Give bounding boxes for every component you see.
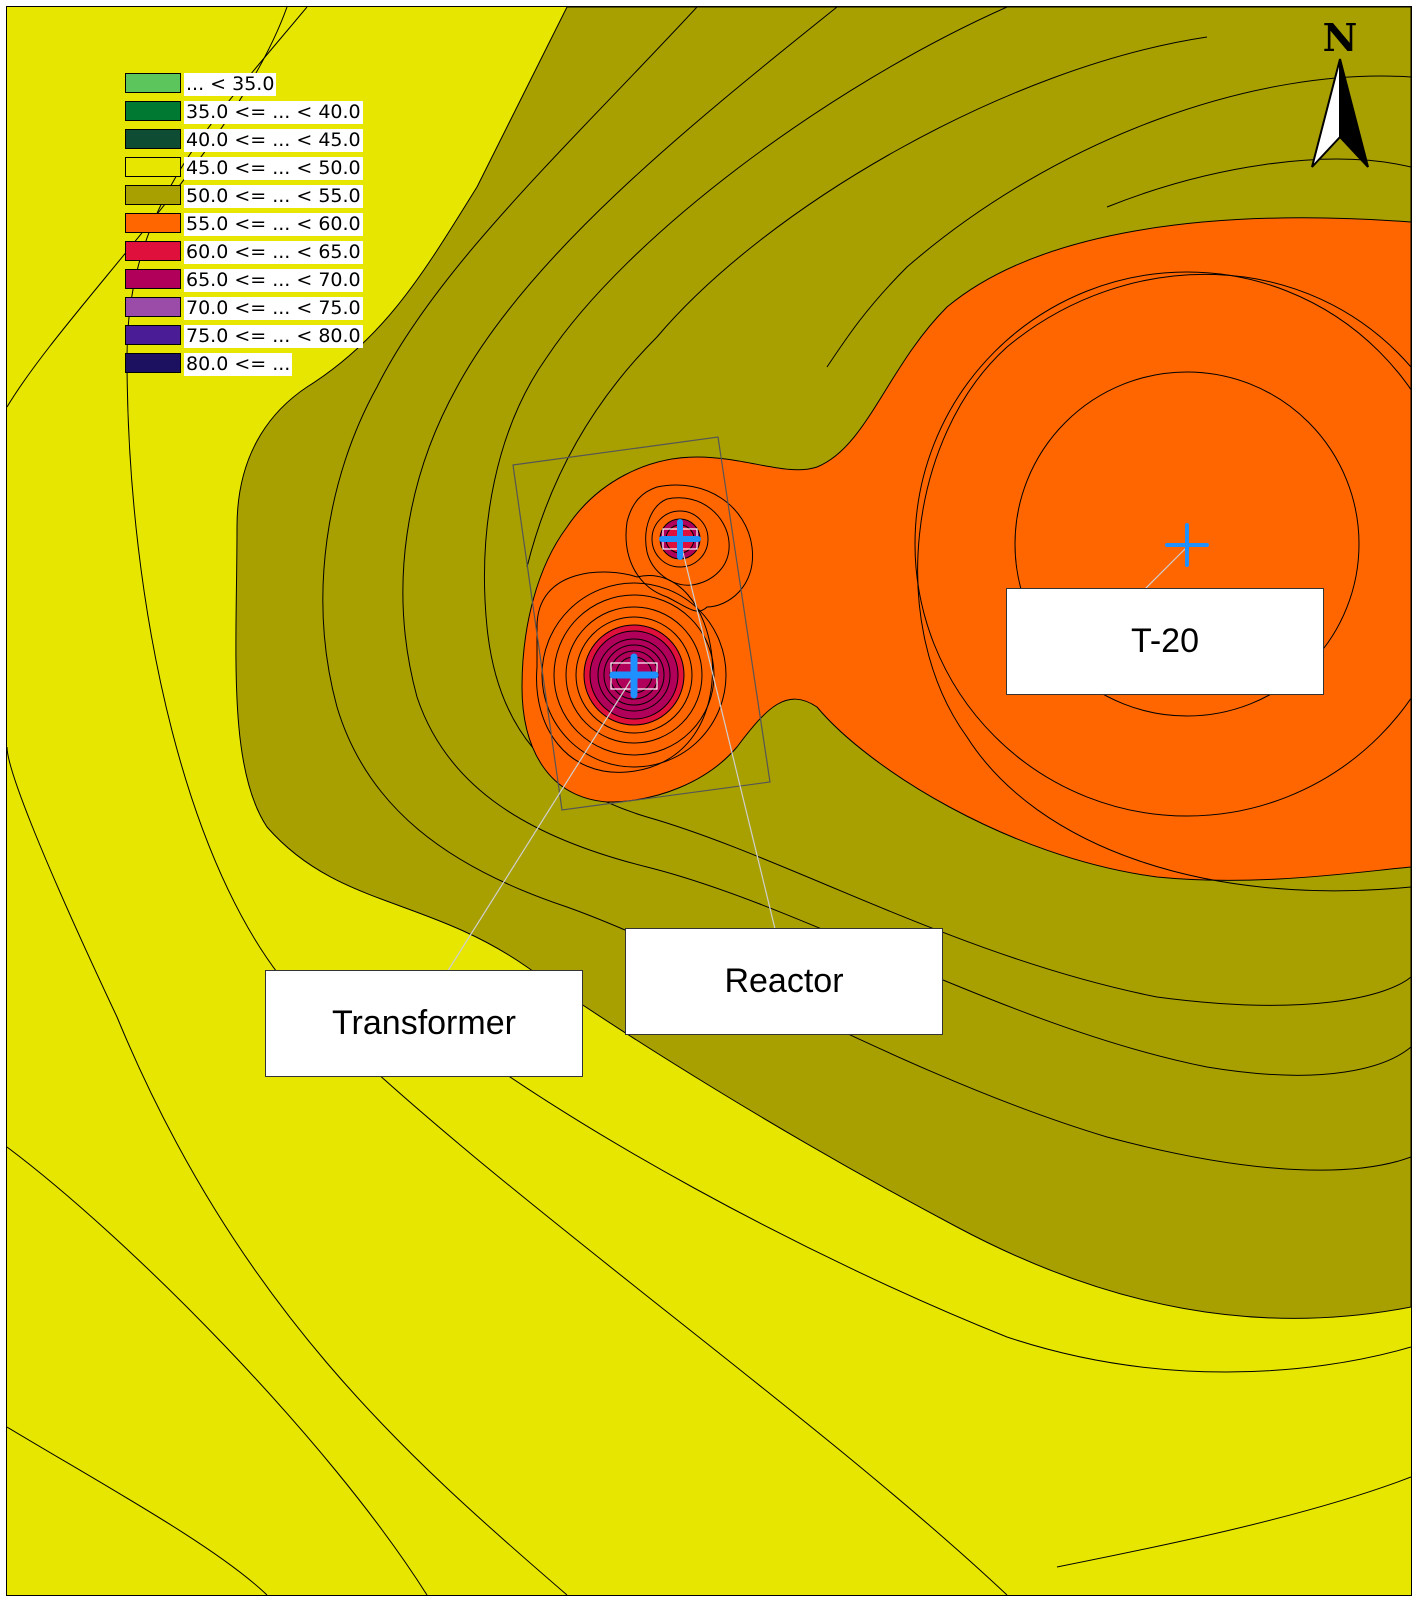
legend-swatch [125,269,181,289]
legend-swatch [125,213,181,233]
legend-item: 45.0 <= ... < 50.0 [119,152,363,180]
legend-swatch [125,241,181,261]
contour-canvas [7,7,1411,1595]
legend-label: 50.0 <= ... < 55.0 [184,185,363,208]
legend-item: 40.0 <= ... < 45.0 [119,124,363,152]
legend-label: 35.0 <= ... < 40.0 [184,101,363,124]
legend-item: 55.0 <= ... < 60.0 [119,208,363,236]
reactor-label[interactable]: Reactor [625,928,943,1035]
legend-swatch [125,157,181,177]
legend-label: 65.0 <= ... < 70.0 [184,269,363,292]
legend-item: 50.0 <= ... < 55.0 [119,180,363,208]
t20-marker-icon[interactable] [1165,523,1209,567]
transformer-marker-icon[interactable] [609,653,659,699]
transformer-label[interactable]: Transformer [265,970,583,1077]
inner-olive-contour-lines [322,7,1411,1171]
legend-swatch [125,353,181,373]
legend-label: 55.0 <= ... < 60.0 [184,213,363,236]
legend-swatch [125,73,181,93]
noise-contour-map[interactable]: ... < 35.0 35.0 <= ... < 40.0 40.0 <= ..… [6,6,1412,1596]
legend-label: ... < 35.0 [184,73,277,96]
north-arrow-icon [1311,58,1369,168]
band-55-60 [521,217,1411,881]
legend-label: 60.0 <= ... < 65.0 [184,241,363,264]
legend-item: ... < 35.0 [119,68,359,96]
outer-contour-lines [7,7,1411,1595]
transformer-label-text: Transformer [332,1004,516,1042]
t20-label-text: T-20 [1130,622,1200,660]
legend-swatch [125,129,181,149]
north-arrow: N [1310,19,1370,179]
legend-swatch [125,325,181,345]
t20-contours [914,271,1411,892]
legend-swatch [125,185,181,205]
legend-label: 70.0 <= ... < 75.0 [184,297,363,320]
north-label: N [1322,15,1358,60]
t20-label[interactable]: T-20 [1006,588,1324,695]
legend-label: 80.0 <= ... [184,353,293,376]
legend-item: 35.0 <= ... < 40.0 [119,96,363,124]
legend-swatch [125,297,181,317]
substation-boundary[interactable] [512,436,771,811]
legend-item: 70.0 <= ... < 75.0 [119,292,363,320]
reactor-label-text: Reactor [724,962,844,1000]
legend-label: 45.0 <= ... < 50.0 [184,157,363,180]
legend-item: 60.0 <= ... < 65.0 [119,236,363,264]
legend-item: 80.0 <= ... [119,348,359,376]
legend-label: 40.0 <= ... < 45.0 [184,129,363,152]
legend-swatch [125,101,181,121]
legend-item: 65.0 <= ... < 70.0 [119,264,363,292]
legend-item: 75.0 <= ... < 80.0 [119,320,363,348]
legend-label: 75.0 <= ... < 80.0 [184,325,363,348]
reactor-marker-icon[interactable] [659,519,701,560]
